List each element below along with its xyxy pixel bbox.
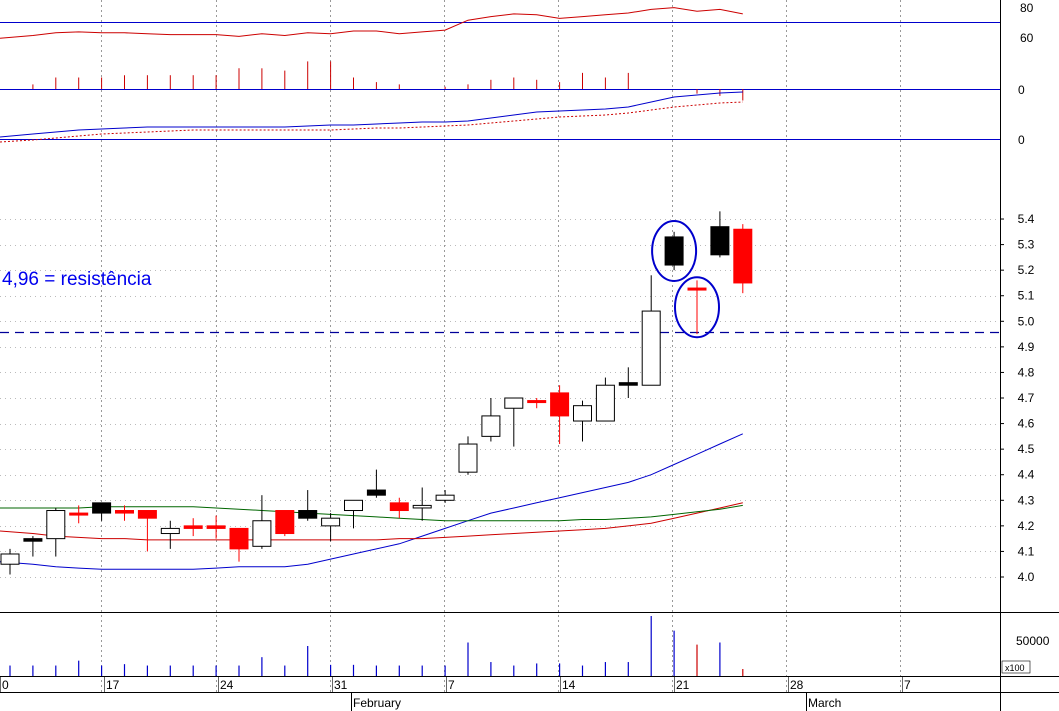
price-tick-label: 5.3 [1018,238,1035,252]
candle-body [710,226,730,256]
price-tick-label: 4.3 [1018,493,1035,507]
candle-body [69,512,89,516]
price-tick-label: 4.6 [1018,417,1035,431]
candle-body [664,236,684,266]
price-axis: 4.0 4.1 4.2 4.3 4.4 4.5 4.6 4.7 4.8 4.9 5.0 5.1 5.2 5… [1000,212,1035,584]
candle-body [573,405,592,422]
candle-body [481,415,501,437]
candle-body [115,510,134,514]
volume-tick-label: 50000 [1016,634,1050,648]
candle-body [733,228,753,284]
moving-averages [0,433,744,570]
price-tick-label: 5.1 [1018,289,1035,303]
resistance-annotation: 4,96 = resistência [2,269,152,290]
candle-body [183,525,203,529]
date-tick-label: 21 [676,678,690,692]
price-tick-label: 4.2 [1018,519,1035,533]
highlight-circle [651,219,698,282]
candlesticks [0,211,753,575]
volume-unit-label: x100 [1005,663,1025,673]
volume-axis: 50000 x100 [1001,634,1050,674]
candle-body [618,382,638,386]
date-tick-label: 24 [220,678,234,692]
macd-panel: 0 [0,91,1025,147]
price-tick-label: 4.8 [1018,365,1035,379]
price-tick-label: 4.0 [1018,570,1035,584]
month-axis: February March [351,692,841,711]
candle-body [0,553,20,565]
histogram-panel: 0 [32,61,1025,101]
moving-average-line [0,502,743,541]
price-tick-label: 4.4 [1018,468,1035,482]
price-tick-label: 4.7 [1018,391,1035,405]
rsi-tick-label: 60 [1020,31,1034,45]
moving-average-line [0,433,744,570]
month-label: February [353,696,401,710]
volume-unit-box [1001,660,1031,674]
candle-body [137,510,157,519]
macd-tick-label: 0 [1018,133,1025,147]
date-axis: 0 17 24 31 7 14 21 28 7 [0,676,911,692]
date-tick-label: 7 [448,678,455,692]
date-tick-label: 31 [334,678,348,692]
candle-body [46,510,66,540]
date-gridlines [0,0,1000,692]
candle-body [641,310,661,386]
candle-body [412,504,432,509]
rsi-tick-label: 80 [1020,1,1034,15]
month-label: March [808,696,841,710]
macd-line [0,91,743,138]
price-tick-label: 5.4 [1018,212,1035,226]
price-tick-label: 4.9 [1018,340,1035,354]
candle-body [298,510,318,519]
price-tick-label: 5.2 [1018,263,1035,277]
candle-body [275,510,295,535]
macd-signal-line [0,101,743,143]
highlight-circle [674,276,720,339]
date-tick-label: 17 [106,678,120,692]
date-tick-label: 14 [562,678,576,692]
candle-body [366,489,386,496]
candle-body [527,400,547,404]
candle-body [389,502,409,512]
candle-body [252,520,272,547]
date-tick-label: 0 [2,678,9,692]
highlight-circles [651,219,720,339]
candle-body [321,517,341,527]
candle-body [229,527,249,550]
candle-body [344,499,363,512]
candle-body [206,525,226,529]
candle-body [92,502,112,514]
candle-body [504,397,524,409]
price-tick-label: 4.1 [1018,544,1035,558]
date-tick-label: 7 [904,678,911,692]
candle-body [550,392,570,417]
candle-body [687,287,707,291]
rsi-panel: 60 80 [0,1,1034,45]
candle-body [595,384,615,422]
price-tick-label: 5.0 [1018,314,1035,328]
candle-body [435,494,455,501]
volume-bars [9,616,744,676]
candle-body [458,443,478,473]
price-tick-label: 4.5 [1018,442,1035,456]
moving-average-line [0,504,743,522]
histogram-tick-label: 0 [1018,83,1025,97]
rsi-line [0,7,743,39]
candle-body [160,527,180,535]
date-tick-label: 28 [790,678,804,692]
candle-body [23,538,43,542]
